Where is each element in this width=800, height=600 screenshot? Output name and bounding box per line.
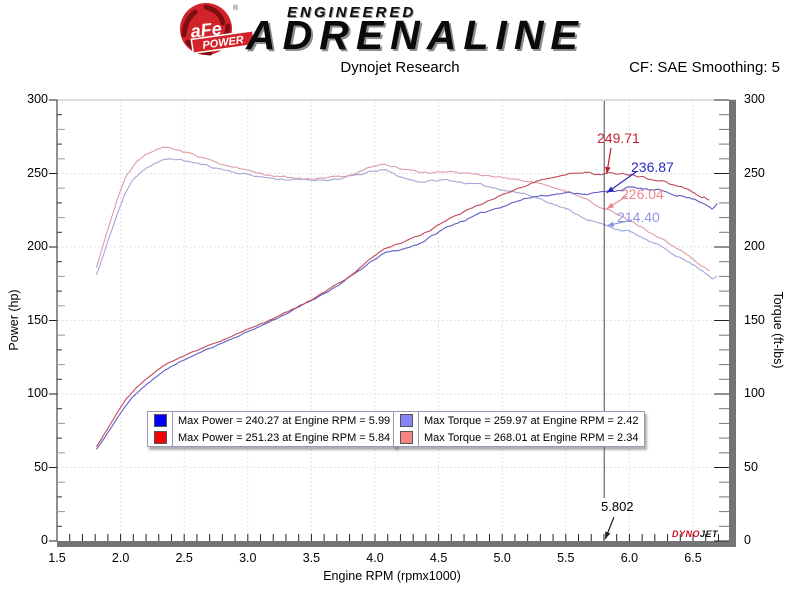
left-tick-label: 100 (27, 386, 48, 400)
x-tick-label: 4.5 (429, 551, 448, 565)
cursor-arrow-power_1-head (606, 186, 615, 193)
left-tick-label: 250 (27, 165, 48, 180)
x-tick-label: 2.0 (111, 551, 130, 565)
legend-row: Max Torque = 268.01 at Engine RPM = 2.34 (394, 429, 644, 446)
right-tick-label: 250 (744, 165, 765, 180)
x-tick-label: 5.0 (493, 551, 511, 565)
legend-row: Max Torque = 259.97 at Engine RPM = 2.42 (394, 412, 644, 429)
cursor-rpm-arrow-head (605, 531, 611, 539)
legend-swatch-power-red (153, 431, 167, 444)
x-axis-title: Engine RPM (rpmx1000) (323, 569, 461, 583)
right-axis-title: Torque (ft-lbs) (771, 291, 785, 369)
right-tick-label: 50 (744, 459, 758, 474)
x-tick-label: 2.5 (175, 551, 193, 565)
correction-factor-label: CF: SAE Smoothing: 5 (629, 59, 780, 76)
svg-text:®: ® (233, 4, 239, 12)
afe-power-emblem-icon: aFe ® POWER (180, 3, 256, 56)
curve-torque_1 (95, 158, 718, 280)
brand-word-adrenaline: ADRENALINE (246, 12, 585, 58)
x-tick-label: 3.0 (239, 551, 257, 565)
legend-label: Max Power = 240.27 at Engine RPM = 5.99 (178, 414, 391, 427)
legend-swatch-power-blue (153, 414, 167, 427)
cursor-arrow-torque_1-head (606, 221, 615, 227)
legend-row: Max Power = 251.23 at Engine RPM = 5.84 (148, 429, 396, 446)
right-axis-bar (729, 100, 736, 547)
left-tick-label: 0 (41, 533, 48, 547)
x-tick-label: 4.0 (366, 551, 384, 565)
curve-torque_2 (95, 146, 710, 272)
left-tick-label: 200 (27, 239, 48, 253)
dynojet-watermark: DYNOJET (672, 529, 719, 539)
x-tick-label: 1.5 (48, 551, 66, 565)
left-tick-label: 150 (27, 312, 48, 327)
cursor-readout-power-blue: 236.87 (631, 159, 674, 175)
legend-label: Max Torque = 268.01 at Engine RPM = 2.34 (424, 431, 639, 444)
right-tick-label: 100 (744, 386, 765, 400)
cursor-arrow-torque_2-head (606, 202, 615, 209)
cursor-readout-power-red: 249.71 (597, 130, 640, 146)
left-tick-label: 300 (27, 92, 48, 106)
legend-row: Max Power = 240.27 at Engine RPM = 5.99 (148, 412, 396, 429)
brand-word-engineered: ENGINEERED (287, 4, 417, 21)
cursor-arrow-power_2-head (605, 166, 611, 174)
legend-swatch-torque-pink (399, 431, 413, 444)
left-tick-label: 50 (34, 459, 48, 474)
right-tick-label: 150 (744, 312, 765, 327)
legend-label: Max Torque = 259.97 at Engine RPM = 2.42 (424, 414, 639, 427)
legend-label: Max Power = 251.23 at Engine RPM = 5.84 (178, 431, 391, 444)
x-axis-bar (57, 541, 736, 547)
svg-text:POWER: POWER (202, 34, 245, 52)
cursor-readout-torque-pink: 226.04 (621, 186, 664, 202)
chart-title: Dynojet Research (340, 59, 460, 76)
x-tick-label: 6.0 (620, 551, 639, 565)
legend-swatch-torque-blue (399, 414, 413, 427)
x-tick-label: 6.5 (684, 551, 702, 565)
legend-box-power[interactable]: Max Power = 240.27 at Engine RPM = 5.99 … (147, 411, 398, 447)
x-tick-label: 5.5 (557, 551, 575, 565)
x-tick-label: 3.5 (302, 551, 321, 565)
right-tick-label: 0 (744, 533, 751, 547)
legend-box-torque[interactable]: Max Torque = 259.97 at Engine RPM = 2.42… (393, 411, 646, 447)
right-tick-label: 300 (744, 92, 765, 106)
afe-adrenaline-logo: aFe ® POWER ENGINEERED ADRENALINE (176, 1, 606, 58)
cursor-rpm-label[interactable]: 5.802 (599, 499, 636, 514)
right-tick-label: 200 (744, 239, 765, 253)
curve-power_1 (95, 186, 718, 450)
cursor-readout-torque-lblue: 214.40 (617, 209, 660, 225)
